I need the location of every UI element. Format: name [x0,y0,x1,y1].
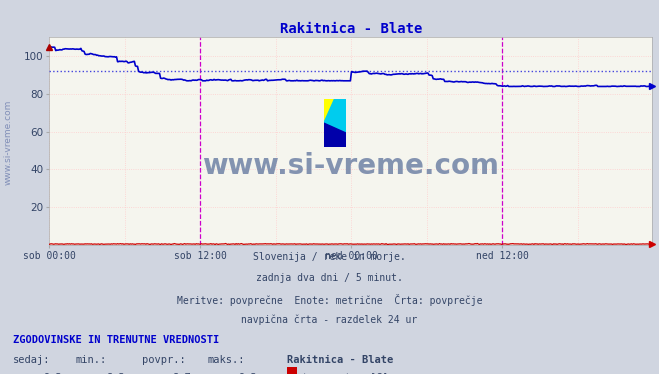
Polygon shape [324,123,345,147]
Text: maks.:: maks.: [208,355,245,365]
Text: 9,3: 9,3 [44,373,63,374]
Text: navpična črta - razdelek 24 ur: navpična črta - razdelek 24 ur [241,314,418,325]
Text: 8,3: 8,3 [107,373,125,374]
Text: ZGODOVINSKE IN TRENUTNE VREDNOSTI: ZGODOVINSKE IN TRENUTNE VREDNOSTI [13,335,219,345]
Text: www.si-vreme.com: www.si-vreme.com [202,152,500,180]
Text: 8,7: 8,7 [173,373,191,374]
Text: www.si-vreme.com: www.si-vreme.com [4,99,13,185]
Text: Rakitnica - Blate: Rakitnica - Blate [287,355,393,365]
Text: temperatura[C]: temperatura[C] [301,373,389,374]
Polygon shape [324,99,335,123]
Text: povpr.:: povpr.: [142,355,185,365]
Text: Meritve: povprečne  Enote: metrične  Črta: povprečje: Meritve: povprečne Enote: metrične Črta:… [177,294,482,306]
Polygon shape [324,99,345,133]
Text: min.:: min.: [76,355,107,365]
Text: zadnja dva dni / 5 minut.: zadnja dva dni / 5 minut. [256,273,403,283]
Text: Slovenija / reke in morje.: Slovenija / reke in morje. [253,252,406,263]
Text: 9,3: 9,3 [239,373,257,374]
Title: Rakitnica - Blate: Rakitnica - Blate [279,22,422,36]
Text: sedaj:: sedaj: [13,355,51,365]
